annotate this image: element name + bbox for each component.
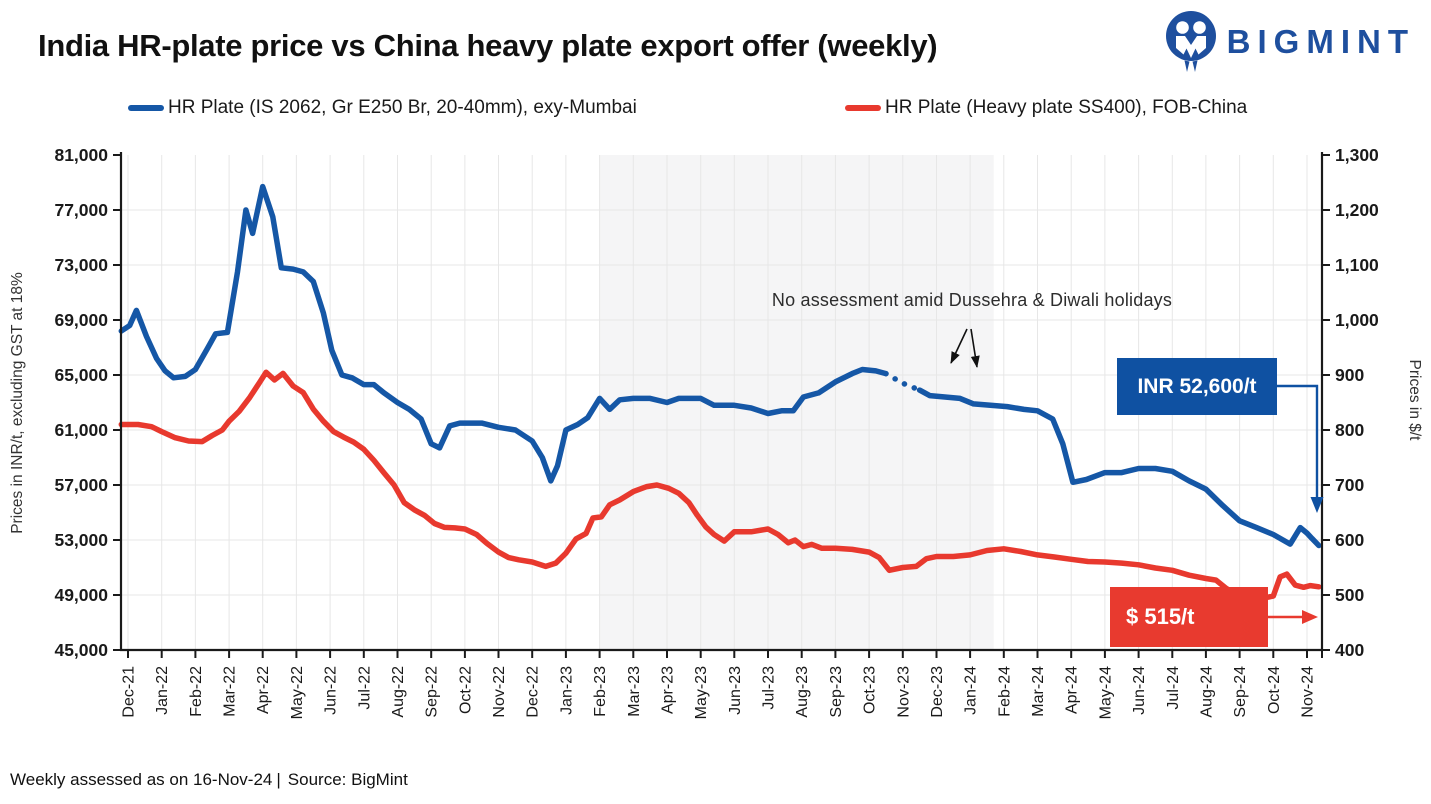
svg-text:Feb-23: Feb-23 [592, 666, 609, 717]
legend-item-china: HR Plate (Heavy plate SS400), FOB-China [845, 96, 1247, 120]
svg-text:Jul-22: Jul-22 [356, 666, 373, 710]
svg-text:Jan-23: Jan-23 [558, 666, 575, 715]
x-axis-tick-labels: Dec-21 Jan-22 Feb-22 Mar-22 Apr-22 May-22 Jun-… [121, 666, 1317, 719]
svg-text:May-22: May-22 [289, 666, 306, 719]
svg-text:45,000: 45,000 [54, 640, 108, 660]
svg-text:Nov-22: Nov-22 [491, 666, 508, 718]
right-axis-tick-labels: 400 500 600 700 800 900 1,000 1,100 1,200 1,300 [1335, 145, 1379, 660]
legend-item-india: HR Plate (IS 2062, Gr E250 Br, 20-40mm),… [128, 96, 637, 120]
svg-text:65,000: 65,000 [54, 365, 108, 385]
svg-text:900: 900 [1335, 365, 1364, 385]
svg-text:Jan-24: Jan-24 [963, 666, 980, 715]
svg-text:Nov-23: Nov-23 [895, 666, 912, 718]
svg-text:Feb-24: Feb-24 [996, 666, 1013, 717]
bigmint-logo-icon [1165, 11, 1216, 72]
svg-text:61,000: 61,000 [54, 420, 108, 440]
svg-text:Aug-24: Aug-24 [1198, 666, 1215, 718]
callout-connector-inr [1277, 384, 1324, 513]
svg-text:1,100: 1,100 [1335, 255, 1379, 275]
legend-swatch-china [845, 105, 881, 111]
legend-swatch-india [128, 105, 164, 111]
svg-text:400: 400 [1335, 640, 1364, 660]
footer-source-note: Weekly assessed as on 16-Nov-24 | Source: … [10, 770, 408, 790]
svg-text:600: 600 [1335, 530, 1364, 550]
legend-label-india: HR Plate (IS 2062, Gr E250 Br, 20-40mm),… [168, 97, 637, 118]
svg-text:1,200: 1,200 [1335, 200, 1379, 220]
svg-text:81,000: 81,000 [54, 145, 108, 165]
svg-text:Sep-23: Sep-23 [828, 666, 845, 718]
left-axis-title: Prices in INR/t, excluding GST at 18% [9, 272, 26, 534]
svg-text:Apr-22: Apr-22 [255, 666, 272, 714]
svg-text:73,000: 73,000 [54, 255, 108, 275]
svg-text:Mar-22: Mar-22 [222, 666, 239, 717]
svg-text:500: 500 [1335, 585, 1364, 605]
svg-text:69,000: 69,000 [54, 310, 108, 330]
svg-text:Sep-24: Sep-24 [1232, 666, 1249, 718]
svg-text:Dec-22: Dec-22 [525, 666, 542, 718]
axis-ticks [113, 154, 1330, 658]
svg-text:1,000: 1,000 [1335, 310, 1379, 330]
svg-text:Dec-23: Dec-23 [929, 666, 946, 718]
footer-assessed-date: Weekly assessed as on 16-Nov-24 [10, 770, 273, 789]
svg-text:Jun-24: Jun-24 [1131, 666, 1148, 715]
svg-text:700: 700 [1335, 475, 1364, 495]
svg-text:77,000: 77,000 [54, 200, 108, 220]
footer-separator: | [276, 770, 281, 789]
callout-arrow-usd [1268, 610, 1318, 624]
svg-text:Apr-23: Apr-23 [660, 666, 677, 714]
annotation-arrows [950, 328, 980, 368]
svg-text:Oct-22: Oct-22 [457, 666, 474, 714]
svg-text:Aug-23: Aug-23 [794, 666, 811, 718]
axes [119, 152, 1324, 652]
svg-text:Apr-24: Apr-24 [1064, 666, 1081, 714]
svg-text:Mar-23: Mar-23 [626, 666, 643, 717]
right-axis-title: Prices in $/t [1406, 360, 1423, 442]
page-title: India HR-plate price vs China heavy plat… [38, 28, 938, 63]
svg-text:Nov-24: Nov-24 [1300, 666, 1317, 718]
footer-source: Source: BigMint [287, 770, 408, 789]
svg-text:53,000: 53,000 [54, 530, 108, 550]
svg-text:800: 800 [1335, 420, 1364, 440]
svg-text:Mar-24: Mar-24 [1030, 666, 1047, 717]
legend-label-china: HR Plate (Heavy plate SS400), FOB-China [885, 97, 1248, 118]
svg-text:49,000: 49,000 [54, 585, 108, 605]
svg-text:Oct-24: Oct-24 [1266, 666, 1283, 714]
callout-usd-last-value: $ 515/t [1110, 587, 1268, 647]
left-axis-tick-labels: 45,000 49,000 53,000 57,000 61,000 65,000 69,0… [54, 145, 108, 660]
svg-text:Aug-22: Aug-22 [390, 666, 407, 718]
series-line-india-inr [118, 183, 1322, 549]
bigmint-logo: BIGMINT [1164, 10, 1415, 74]
svg-text:May-24: May-24 [1097, 666, 1114, 719]
svg-text:Jul-23: Jul-23 [761, 666, 778, 710]
svg-text:Jan-22: Jan-22 [154, 666, 171, 715]
svg-text:Feb-22: Feb-22 [188, 666, 205, 717]
svg-text:1,300: 1,300 [1335, 145, 1379, 165]
svg-text:Jun-22: Jun-22 [323, 666, 340, 715]
gridlines [121, 155, 1322, 650]
callout-inr-last-value: INR 52,600/t [1117, 358, 1277, 415]
svg-text:May-23: May-23 [693, 666, 710, 719]
series-line-china-usd [118, 369, 1322, 603]
svg-text:Jun-23: Jun-23 [727, 666, 744, 715]
bigmint-logo-text: BIGMINT [1226, 23, 1415, 60]
svg-text:Sep-22: Sep-22 [424, 666, 441, 718]
svg-text:Oct-23: Oct-23 [862, 666, 879, 714]
svg-text:Jul-24: Jul-24 [1165, 666, 1182, 710]
svg-text:Dec-21: Dec-21 [121, 666, 138, 718]
no-assessment-annotation: No assessment amid Dussehra & Diwali hol… [771, 290, 1173, 310]
svg-text:57,000: 57,000 [54, 475, 108, 495]
